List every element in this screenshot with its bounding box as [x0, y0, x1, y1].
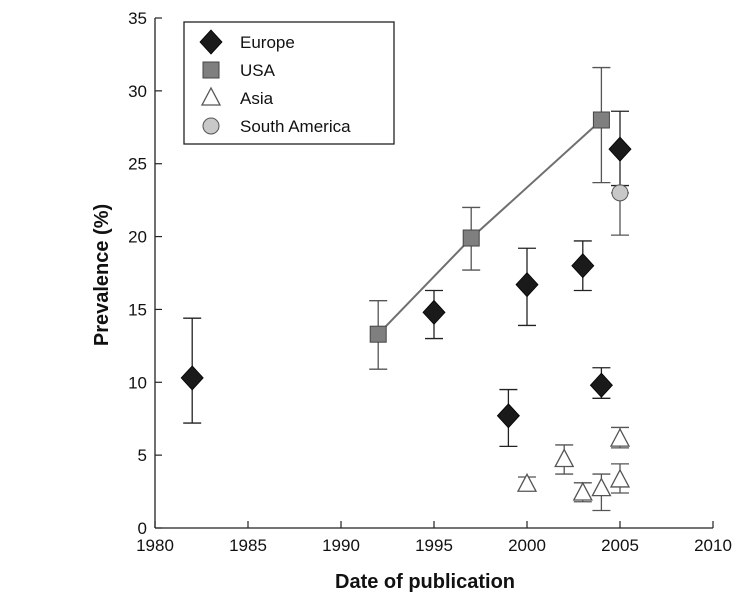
europe-point — [608, 136, 632, 162]
y-tick-label: 15 — [128, 300, 147, 319]
x-tick-label: 1990 — [322, 536, 360, 555]
legend-marker-south-america — [202, 117, 220, 135]
y-tick-label: 25 — [128, 155, 147, 174]
y-axis-title: Prevalence (%) — [91, 204, 113, 346]
asia-point — [609, 468, 631, 488]
asia-point — [591, 477, 612, 497]
legend-marker-asia — [200, 86, 222, 106]
data-markers — [180, 111, 632, 501]
legend-marker-europe — [199, 29, 223, 55]
europe-point — [496, 403, 520, 429]
europe-point — [515, 272, 539, 298]
x-tick-label: 2010 — [694, 536, 732, 555]
asia-point — [609, 427, 631, 447]
legend-label-europe: Europe — [240, 33, 295, 52]
x-tick-label: 2000 — [508, 536, 546, 555]
asia-point — [516, 472, 538, 492]
south-america-point — [611, 184, 629, 202]
legend: Europe USA Asia South America — [183, 21, 395, 145]
asia-point — [554, 448, 575, 468]
x-tick-label: 2005 — [601, 536, 639, 555]
x-tick-label: 1980 — [136, 536, 174, 555]
x-tick-label: 1995 — [415, 536, 453, 555]
asia-point — [572, 481, 593, 501]
legend-label-south-america: South America — [240, 117, 351, 136]
europe-point — [589, 372, 613, 398]
legend-label-usa: USA — [240, 61, 276, 80]
europe-point — [571, 253, 595, 279]
usa-point — [462, 229, 480, 247]
europe-point — [422, 299, 446, 325]
x-axis-title: Date of publication — [335, 571, 515, 593]
europe-point — [180, 365, 204, 391]
y-tick-label: 20 — [128, 228, 147, 247]
y-tick-label: 35 — [128, 9, 147, 28]
legend-label-asia: Asia — [240, 89, 274, 108]
error-bars — [183, 66, 629, 512]
usa-point — [369, 325, 387, 343]
series-lines — [377, 119, 603, 335]
usa-point — [592, 111, 610, 129]
y-tick-label: 10 — [128, 373, 147, 392]
y-tick-label: 5 — [138, 446, 147, 465]
axes: 0 5 10 15 20 25 30 35 1980 1985 1990 1995 2000 2005 20… — [128, 9, 732, 555]
usa-line — [377, 119, 603, 335]
legend-marker-usa — [202, 61, 220, 79]
y-tick-label: 0 — [138, 519, 147, 538]
y-tick-label: 30 — [128, 82, 147, 101]
x-tick-label: 1985 — [229, 536, 267, 555]
